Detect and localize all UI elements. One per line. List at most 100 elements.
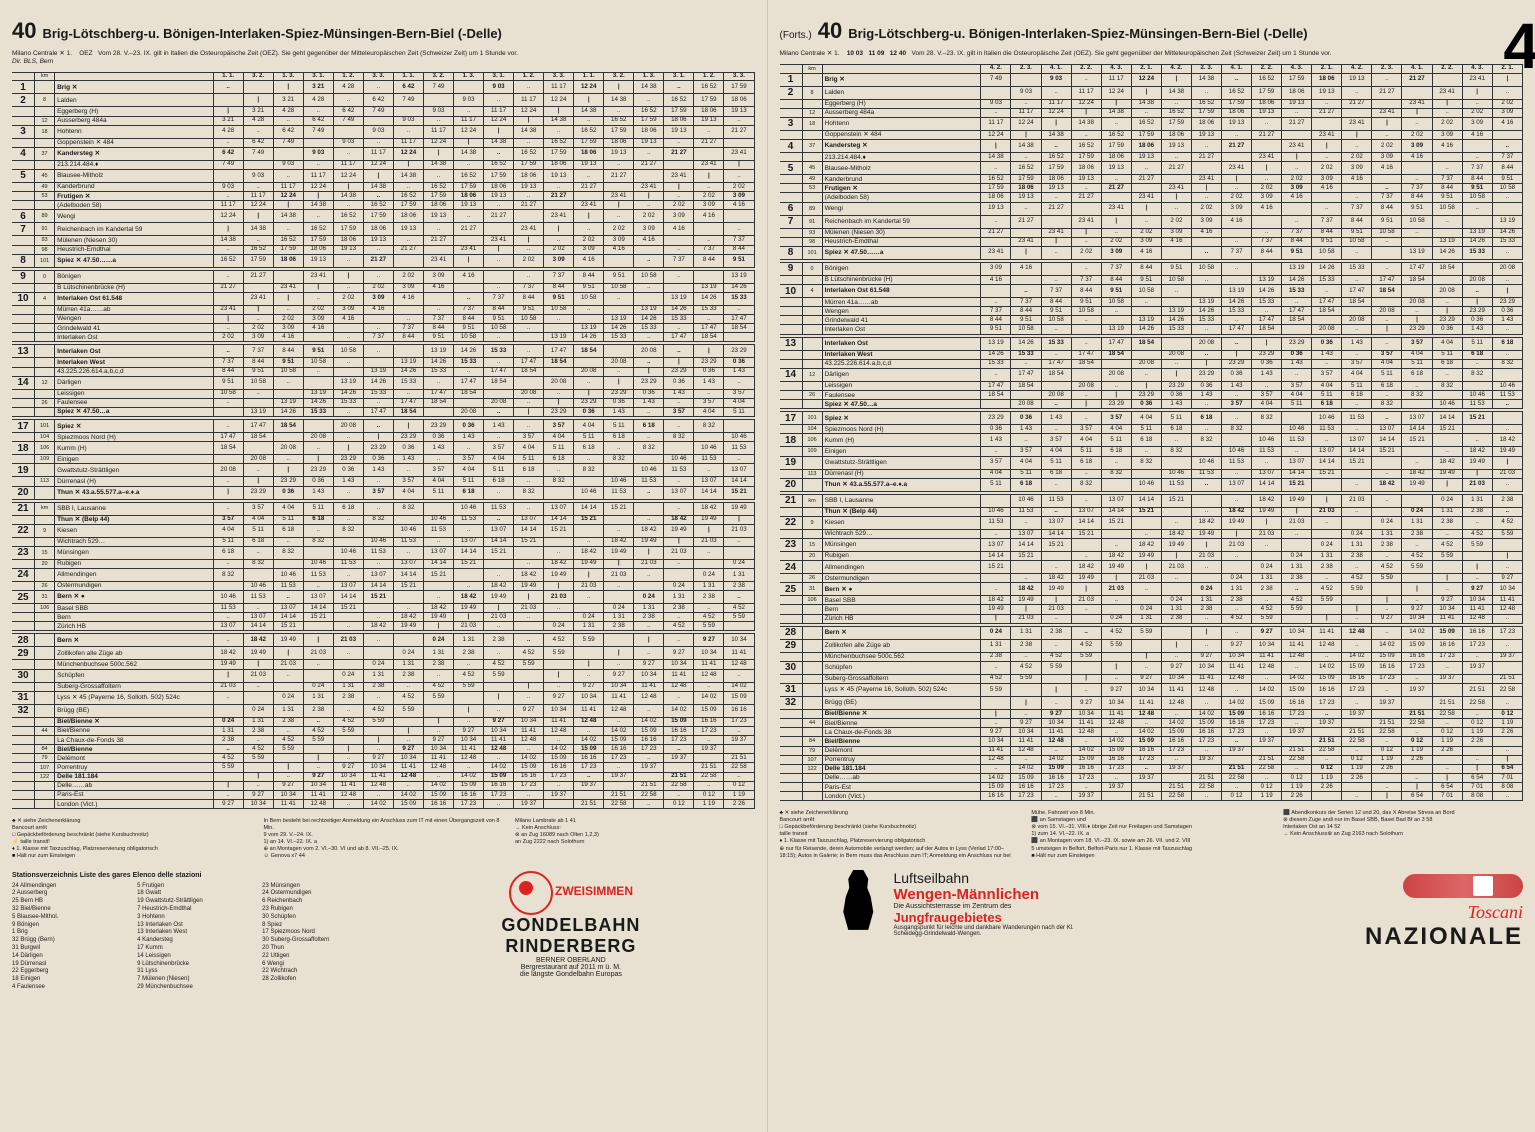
time-cell: 11 41 [694, 660, 724, 669]
time-cell: 17 23 [1191, 737, 1221, 746]
time-cell: 14 26 [1462, 237, 1492, 246]
time-cell: .. [273, 455, 303, 464]
km-cell [35, 367, 55, 376]
time-cell: .. [694, 781, 724, 790]
time-cell: 1 43 [1011, 425, 1041, 434]
row-number: 20 [780, 478, 803, 491]
km-cell [35, 138, 55, 147]
time-cell: 4 52 [724, 604, 754, 613]
time-cell: 13 19 [1282, 262, 1312, 275]
time-cell: .. [981, 298, 1011, 307]
timetable-row: 43.225.226.614.a,b,c,d8 449 5110 58..13 … [12, 367, 754, 376]
time-cell: 12 48 [664, 682, 694, 691]
time-cell: 14 02 [484, 763, 514, 772]
station-index-entry: 9 Bönigen [12, 922, 129, 930]
time-cell: 14 02 [634, 717, 664, 726]
time-cell: 12 24 [544, 94, 574, 107]
time-cell: 18 54 [1432, 262, 1462, 275]
time-cell [363, 314, 393, 323]
km-cell: 107 [802, 755, 822, 764]
time-cell: 14 02 [694, 691, 724, 704]
time-cell [1342, 307, 1372, 316]
time-cell: 0 36 [1191, 381, 1221, 390]
station-index-entry: 8 Spiez [262, 922, 379, 930]
time-cell: 5 59 [303, 736, 333, 745]
time-cell: .. [1041, 792, 1071, 801]
time-cell: 13 07 [484, 524, 514, 537]
time-cell [1432, 275, 1462, 284]
time-cell: 10 34 [1252, 639, 1282, 652]
time-cell [1041, 381, 1071, 390]
km-cell: 0 [802, 262, 822, 275]
time-cell: 2 02 [514, 254, 544, 267]
time-cell [1252, 215, 1282, 228]
row-number: 6 [780, 202, 803, 215]
row-number [780, 529, 803, 538]
time-cell: 10 34 [634, 669, 664, 682]
time-cell: 16 52 [423, 182, 453, 191]
time-cell: 15 33 [1282, 285, 1312, 298]
time-cell: .. [243, 182, 273, 191]
time-cell: .. [664, 745, 694, 754]
time-cell: 20 08 [1492, 262, 1522, 275]
time-cell: 9 27 [981, 728, 1011, 737]
time-cell: 5 59 [423, 691, 453, 704]
time-cell: 12 24 [574, 81, 604, 94]
time-cell: | [604, 376, 634, 389]
row-number [780, 350, 803, 359]
time-cell: 18 42 [363, 622, 393, 631]
time-cell: 21 51 [1282, 746, 1312, 755]
station-name: Bern ✕ [55, 634, 214, 647]
time-cell: .. [1372, 494, 1402, 507]
time-cell: .. [484, 486, 514, 499]
time-cell [694, 270, 724, 283]
time-cell: 17 47 [981, 381, 1011, 390]
row-number [12, 455, 35, 464]
time-cell: | [393, 420, 423, 433]
time-cell: 5 59 [243, 754, 273, 763]
time-cell: 17 23 [694, 726, 724, 735]
time-cell: 12 48 [604, 704, 634, 717]
time-cell: .. [1041, 507, 1071, 516]
time-cell: 1 43 [604, 407, 634, 416]
timetable-row: 32Brügg (BE)0 241 312 38..4 525 59|..9 2… [12, 704, 754, 717]
time-cell: .. [694, 236, 724, 245]
train-number-cell: 1. 1. [213, 72, 243, 81]
time-cell: .. [1402, 117, 1432, 130]
time-cell: 5 11 [1011, 469, 1041, 478]
time-cell: 9 51 [1432, 193, 1462, 202]
time-cell: 2 38 [1282, 574, 1312, 583]
row-number [12, 537, 35, 546]
row-number: 10 [780, 285, 803, 298]
time-cell: 14 26 [1252, 285, 1282, 298]
time-cell: .. [694, 389, 724, 398]
time-cell: | [981, 614, 1011, 623]
time-cell: 15 21 [1101, 516, 1131, 529]
time-cell: 11 17 [453, 116, 483, 125]
time-cell: 19 49 [604, 546, 634, 559]
time-cell: 9 27 [1492, 574, 1522, 583]
time-cell: .. [1462, 652, 1492, 661]
time-cell: .. [1071, 391, 1101, 400]
time-cell: 6 42 [393, 81, 423, 94]
time-cell: 11 53 [1342, 412, 1372, 425]
time-cell: 16 16 [1342, 674, 1372, 683]
time-cell: 14 38 [981, 153, 1011, 162]
time-cell: 17 23 [574, 763, 604, 772]
time-cell: 17 23 [724, 717, 754, 726]
time-cell: .. [694, 182, 724, 191]
time-cell [514, 669, 544, 682]
time-cell: 6 18 [453, 486, 483, 499]
time-cell: 17 59 [453, 182, 483, 191]
time-cell [1402, 86, 1432, 99]
time-cell: .. [273, 591, 303, 604]
time-cell: 17 23 [1101, 764, 1131, 773]
timetable-row: 44Biel/Bienne..9 2710 3411 4112 48..14 0… [780, 719, 1523, 728]
time-cell: 17 59 [1131, 130, 1161, 139]
timetable-row: Biel/Bienne ✕0 241 312 38..4 525 59|..9 … [12, 717, 754, 726]
station-name: B Lütschinenbrücke (H) [55, 283, 214, 292]
time-cell: .. [363, 398, 393, 407]
station-name: Zürich HB [822, 614, 981, 623]
time-cell: | [544, 223, 574, 236]
time-cell [514, 546, 544, 559]
